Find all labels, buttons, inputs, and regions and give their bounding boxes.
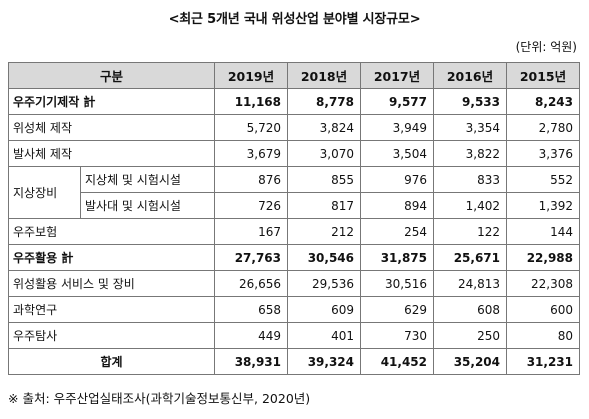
row-label: 지상체 및 시험시설 (80, 166, 215, 193)
cell-value: 254 (360, 218, 434, 245)
row-label: 위성체 제작 (8, 114, 215, 141)
market-size-table: 구분 2019년 2018년 2017년 2016년 2015년 우주기기제작 … (8, 62, 580, 375)
cell-value: 29,536 (287, 270, 361, 297)
row-label: 우주기기제작 計 (8, 88, 215, 115)
table-row: 위성활용 서비스 및 장비 26,656 29,536 30,516 24,81… (8, 270, 580, 297)
cell-value: 817 (287, 192, 361, 219)
cell-value: 726 (214, 192, 288, 219)
table-row: 과학연구 658 609 629 608 600 (8, 296, 580, 323)
cell-value: 250 (433, 322, 507, 349)
cell-value: 41,452 (360, 348, 434, 375)
cell-value: 26,656 (214, 270, 288, 297)
cell-value: 38,931 (214, 348, 288, 375)
row-label: 우주탐사 (8, 322, 215, 349)
cell-value: 3,376 (506, 140, 580, 167)
table-row: 지상장비 지상체 및 시험시설 876 855 976 833 552 (8, 166, 580, 219)
cell-value: 8,778 (287, 88, 361, 115)
cell-value: 30,516 (360, 270, 434, 297)
cell-value: 39,324 (287, 348, 361, 375)
table-row: 발사대 및 시험시설 726 817 894 1,402 1,392 (9, 192, 580, 219)
row-label: 발사체 제작 (8, 140, 215, 167)
header-row: 구분 2019년 2018년 2017년 2016년 2015년 (8, 62, 580, 89)
cell-value: 8,243 (506, 88, 580, 115)
cell-value: 3,070 (287, 140, 361, 167)
row-label: 우주보험 (8, 218, 215, 245)
cell-value: 9,577 (360, 88, 434, 115)
cell-value: 2,780 (506, 114, 580, 141)
table-row: 우주탐사 449 401 730 250 80 (8, 322, 580, 349)
group-label: 지상장비 (8, 166, 81, 219)
cell-value: 1,402 (433, 192, 507, 219)
cell-value: 730 (360, 322, 434, 349)
cell-value: 3,504 (360, 140, 434, 167)
cell-value: 894 (360, 192, 434, 219)
header-year: 2018년 (287, 62, 361, 89)
cell-value: 976 (360, 166, 434, 193)
cell-value: 80 (506, 322, 580, 349)
cell-value: 3,822 (433, 140, 507, 167)
cell-value: 35,204 (433, 348, 507, 375)
cell-value: 25,671 (433, 244, 507, 271)
cell-value: 9,533 (433, 88, 507, 115)
cell-value: 552 (506, 166, 580, 193)
cell-value: 144 (506, 218, 580, 245)
cell-value: 11,168 (214, 88, 288, 115)
cell-value: 401 (287, 322, 361, 349)
cell-value: 833 (433, 166, 507, 193)
header-year: 2016년 (433, 62, 507, 89)
table-row: 우주보험 167 212 254 122 144 (8, 218, 580, 245)
cell-value: 1,392 (506, 192, 580, 219)
cell-value: 3,679 (214, 140, 288, 167)
total-row: 합계 38,931 39,324 41,452 35,204 31,231 (8, 348, 580, 375)
row-label: 발사대 및 시험시설 (80, 192, 215, 219)
row-label: 합계 (8, 348, 215, 375)
cell-value: 609 (287, 296, 361, 323)
cell-value: 658 (214, 296, 288, 323)
cell-value: 3,824 (287, 114, 361, 141)
unit-note: (단위: 억원) (515, 40, 577, 54)
table-title: <최근 5개년 국내 위성산업 분야별 시장규모> (168, 12, 421, 27)
table-row: 우주기기제작 計 11,168 8,778 9,577 9,533 8,243 (8, 88, 580, 115)
cell-value: 600 (506, 296, 580, 323)
cell-value: 27,763 (214, 244, 288, 271)
header-year: 2019년 (214, 62, 288, 89)
cell-value: 449 (214, 322, 288, 349)
row-label: 과학연구 (8, 296, 215, 323)
cell-value: 30,546 (287, 244, 361, 271)
header-category: 구분 (8, 62, 215, 89)
source-note: ※ 출처: 우주산업실태조사(과학기술정보통신부, 2020년) (8, 391, 311, 406)
cell-value: 22,988 (506, 244, 580, 271)
table-row: 발사체 제작 3,679 3,070 3,504 3,822 3,376 (8, 140, 580, 167)
cell-value: 3,354 (433, 114, 507, 141)
table-row: 우주활용 計 27,763 30,546 31,875 25,671 22,98… (8, 244, 580, 271)
cell-value: 5,720 (214, 114, 288, 141)
cell-value: 3,949 (360, 114, 434, 141)
cell-value: 24,813 (433, 270, 507, 297)
header-year: 2017년 (360, 62, 434, 89)
header-year: 2015년 (506, 62, 580, 89)
cell-value: 855 (287, 166, 361, 193)
cell-value: 31,231 (506, 348, 580, 375)
cell-value: 31,875 (360, 244, 434, 271)
cell-value: 22,308 (506, 270, 580, 297)
row-label: 우주활용 計 (8, 244, 215, 271)
cell-value: 122 (433, 218, 507, 245)
table-row: 위성체 제작 5,720 3,824 3,949 3,354 2,780 (8, 114, 580, 141)
row-label: 위성활용 서비스 및 장비 (8, 270, 215, 297)
cell-value: 167 (214, 218, 288, 245)
cell-value: 876 (214, 166, 288, 193)
cell-value: 212 (287, 218, 361, 245)
cell-value: 629 (360, 296, 434, 323)
cell-value: 608 (433, 296, 507, 323)
